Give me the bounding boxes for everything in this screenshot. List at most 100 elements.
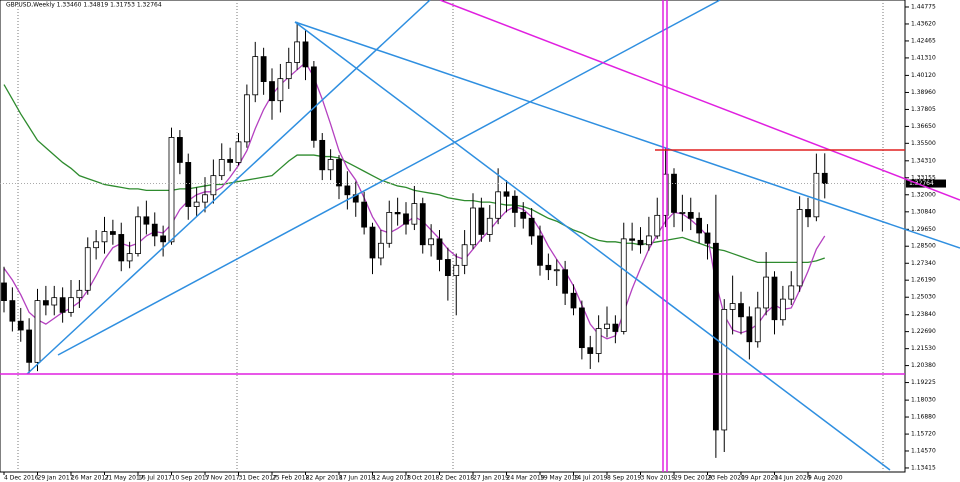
- candle-body: [394, 212, 401, 215]
- y-tick-label: 1.26190: [911, 277, 936, 284]
- y-tick-label: 1.23840: [911, 311, 936, 318]
- chart-title: GBPUSD,Weekly 1.33460 1.34819 1.31753 1.…: [6, 2, 162, 9]
- candle-body: [687, 212, 694, 219]
- x-tick-label: 27 Jan 2019: [473, 475, 509, 482]
- candle-body: [193, 201, 200, 207]
- trend-lines: [0, 0, 960, 472]
- candle-body: [419, 203, 426, 246]
- candle-body: [252, 56, 259, 96]
- candle-body: [277, 78, 284, 102]
- y-tick-label: 1.38960: [911, 89, 936, 96]
- candle-body: [59, 297, 66, 313]
- x-tick-label: 25 Feb 2018: [272, 475, 310, 482]
- candle-body: [470, 207, 476, 246]
- y-tick-label: 1.37805: [911, 106, 936, 113]
- candle-body: [788, 285, 795, 300]
- candle-body: [528, 217, 535, 237]
- candle-body: [17, 320, 24, 331]
- candle-body: [151, 223, 158, 237]
- candle-body: [805, 209, 811, 218]
- candle-body: [369, 226, 376, 259]
- candle-body: [135, 216, 141, 254]
- candle-body: [160, 235, 167, 243]
- candle-body: [243, 94, 250, 143]
- candle-body: [210, 175, 217, 196]
- y-tick-label: 1.41310: [911, 54, 936, 61]
- candle-body: [403, 213, 409, 225]
- y-tick-label: 1.44775: [911, 3, 936, 10]
- x-tick-label: 4 Dec 2016: [4, 475, 39, 482]
- candle-body: [503, 191, 510, 197]
- trend-line: [439, 0, 960, 201]
- x-tick-label: 26 Mar 2017: [71, 475, 109, 482]
- candle-body: [612, 323, 619, 332]
- candle-body: [294, 41, 301, 63]
- candle-body: [495, 191, 502, 219]
- candle-body: [763, 276, 770, 309]
- y-tick-label: 1.42465: [911, 37, 936, 44]
- candle-body: [143, 216, 150, 225]
- candle-body: [218, 159, 225, 177]
- y-tick-label: 1.32000: [911, 191, 936, 198]
- period-separators: [17, 0, 884, 472]
- candle-body: [285, 62, 292, 80]
- candle-body: [478, 207, 485, 235]
- candle-body: [629, 238, 636, 241]
- x-tick-label: 8 Sep 2019: [607, 475, 641, 482]
- x-tick-label: 2 Dec 2018: [440, 475, 475, 482]
- x-tick-label: 19 May 2019: [540, 475, 579, 482]
- candle-body: [813, 172, 820, 218]
- candle-body: [76, 289, 83, 299]
- candle-body: [721, 309, 728, 431]
- y-tick-label: 1.33155: [911, 174, 936, 181]
- candle-body: [704, 232, 711, 244]
- candle-body: [26, 329, 33, 363]
- y-tick-label: 1.16880: [911, 414, 936, 421]
- candle-body: [537, 235, 543, 266]
- candle-body: [562, 269, 569, 294]
- candle-body: [302, 41, 309, 68]
- y-tick-label: 1.34310: [911, 157, 936, 164]
- candle-body: [796, 209, 803, 287]
- candle-body: [671, 173, 677, 213]
- candle-body: [34, 300, 41, 363]
- y-tick-label: 1.18030: [911, 397, 936, 404]
- candle-body: [319, 139, 326, 171]
- candle-body: [327, 159, 334, 171]
- candle-body: [227, 159, 234, 163]
- candle-body: [746, 316, 753, 343]
- candle-body: [235, 141, 242, 163]
- x-tick-label: 23 Feb 2020: [708, 475, 746, 482]
- candle-body: [185, 162, 192, 207]
- candle-body: [553, 269, 560, 272]
- candle-body: [654, 214, 661, 237]
- candle-body: [377, 242, 384, 259]
- candle-body: [620, 238, 627, 332]
- x-tick-label: 12 Aug 2018: [373, 475, 412, 482]
- candle-body: [645, 235, 652, 246]
- x-tick-label: 19 Apr 2020: [741, 475, 778, 482]
- candle-body: [511, 195, 518, 213]
- candle-body: [453, 264, 460, 277]
- candle-body: [545, 264, 552, 271]
- candle-body: [126, 253, 133, 262]
- candle-body: [738, 303, 744, 318]
- candle-body: [411, 203, 418, 225]
- trend-line: [26, 0, 431, 375]
- y-tick-label: 1.19225: [911, 379, 936, 386]
- candle-body: [176, 137, 183, 163]
- candle-body: [109, 231, 116, 235]
- candle-body: [604, 323, 610, 329]
- y-tick-label: 1.30840: [911, 208, 936, 215]
- candle-body: [9, 300, 16, 322]
- candle-body: [821, 172, 828, 184]
- current-price-label: 1.32764: [909, 180, 934, 187]
- candle-body: [595, 328, 602, 354]
- candle-body: [68, 297, 74, 313]
- x-tick-label: 5 Nov 2017: [205, 475, 240, 482]
- candle-body: [444, 259, 451, 277]
- candle-body: [84, 247, 91, 291]
- candle-body: [260, 56, 267, 82]
- candle-body: [202, 194, 208, 203]
